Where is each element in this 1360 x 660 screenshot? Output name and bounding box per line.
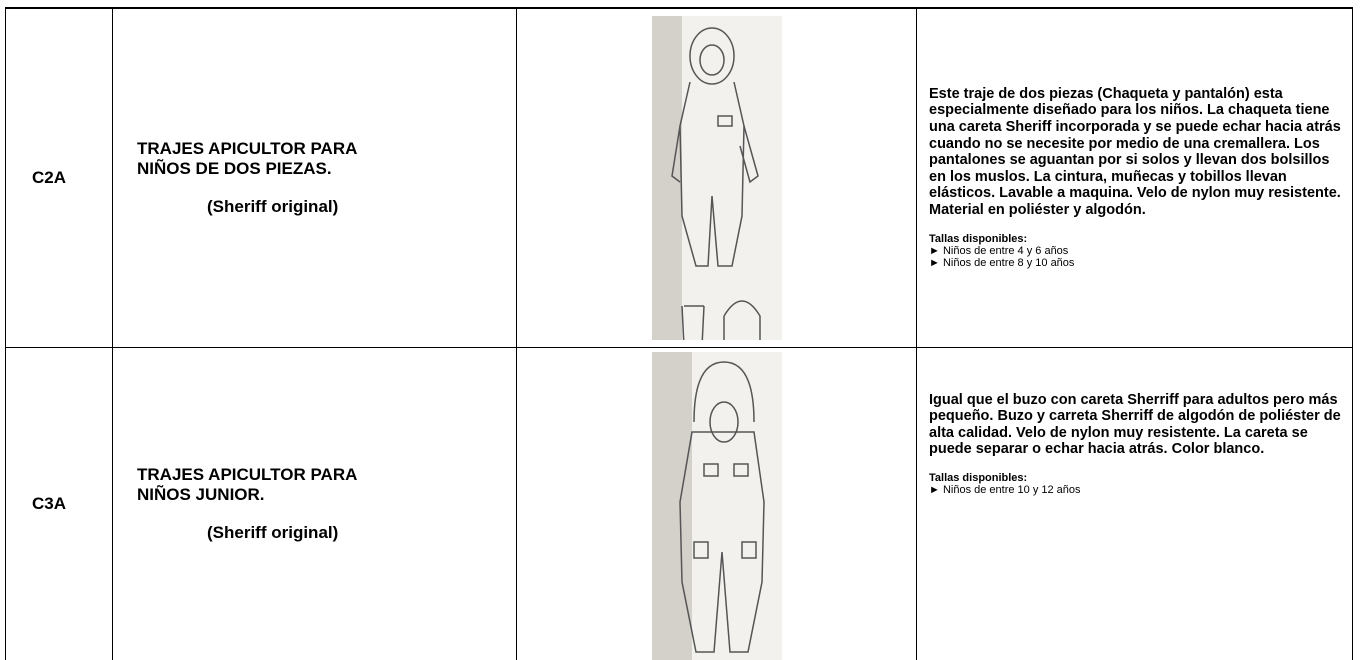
product-title: TRAJES APICULTOR PARA [137,464,358,484]
suit-illustration [651,15,782,340]
product-title: NIÑOS JUNIOR. [137,484,265,504]
size-item: ► Niños de entre 8 y 10 años [929,257,1075,270]
sizes-label: Tallas disponibles: [929,471,1028,484]
product-title: TRAJES APICULTOR PARA [137,138,358,158]
description-cell: Igual que el buzo con careta Sherriff pa… [916,346,1353,660]
product-subtitle: (Sheriff original) [207,522,339,542]
suit-illustration [651,352,782,660]
size-item: ► Niños de entre 10 y 12 años [929,483,1081,496]
product-row: C2A TRAJES APICULTOR PARA NIÑOS DE DOS P… [5,7,1353,348]
sizes-label: Tallas disponibles: [929,232,1028,245]
product-title-cell: TRAJES APICULTOR PARA NIÑOS DE DOS PIEZA… [112,7,517,348]
product-code: C3A [5,346,113,660]
image-cell [516,346,917,660]
product-title-cell: TRAJES APICULTOR PARA NIÑOS JUNIOR. (She… [112,346,517,660]
product-table: C2A TRAJES APICULTOR PARA NIÑOS DE DOS P… [5,7,1353,660]
product-title: NIÑOS DE DOS PIEZAS. [137,158,332,178]
size-item: ► Niños de entre 4 y 6 años [929,244,1069,257]
description-cell: Este traje de dos piezas (Chaqueta y pan… [916,7,1353,348]
product-subtitle: (Sheriff original) [207,196,339,216]
product-row: C3A TRAJES APICULTOR PARA NIÑOS JUNIOR. … [5,346,1353,660]
description: Este traje de dos piezas (Chaqueta y pan… [929,85,1341,219]
description: Igual que el buzo con careta Sherriff pa… [929,391,1341,458]
image-cell [516,7,917,348]
product-code: C2A [5,7,113,348]
